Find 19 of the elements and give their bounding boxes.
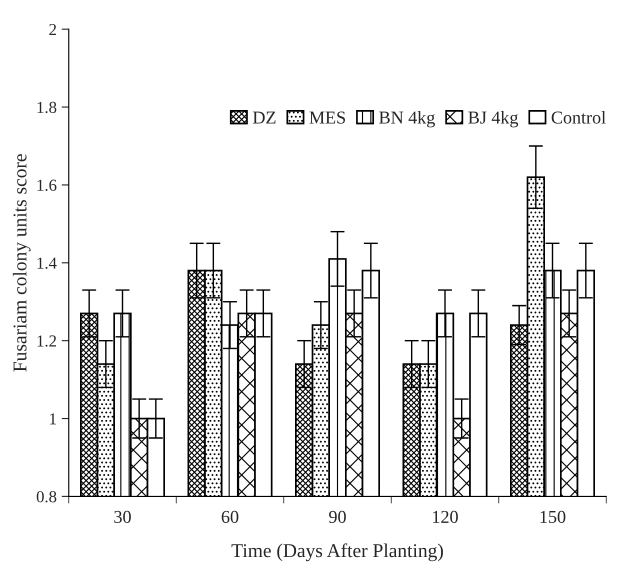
legend-label: DZ — [252, 112, 276, 124]
x-tick-label: 120 — [433, 510, 458, 523]
x-tick-label: 60 — [222, 510, 238, 523]
y-tick-label: 1.2 — [38, 335, 56, 347]
legend-label: MES — [310, 112, 345, 124]
x-tick-label: 90 — [329, 510, 346, 523]
y-tick-label: 2 — [49, 24, 56, 35]
y-tick-label: 1.6 — [38, 180, 56, 191]
x-tick-label: 30 — [114, 510, 131, 523]
legend-label: BJ 4kg — [468, 110, 518, 128]
y-axis-title: Fusariam colony units score — [12, 154, 31, 372]
y-tick-label: 1.8 — [38, 102, 56, 114]
x-tick-label: 150 — [540, 510, 566, 523]
legend-label: BN 4kg — [379, 110, 435, 128]
y-tick-label: 0.8 — [36, 491, 56, 502]
legend-label: Control — [552, 110, 606, 124]
x-axis-title: Time (Days After Planting) — [232, 543, 443, 562]
y-tick-label: 1.4 — [38, 258, 57, 269]
y-tick-label: 1 — [50, 413, 56, 424]
